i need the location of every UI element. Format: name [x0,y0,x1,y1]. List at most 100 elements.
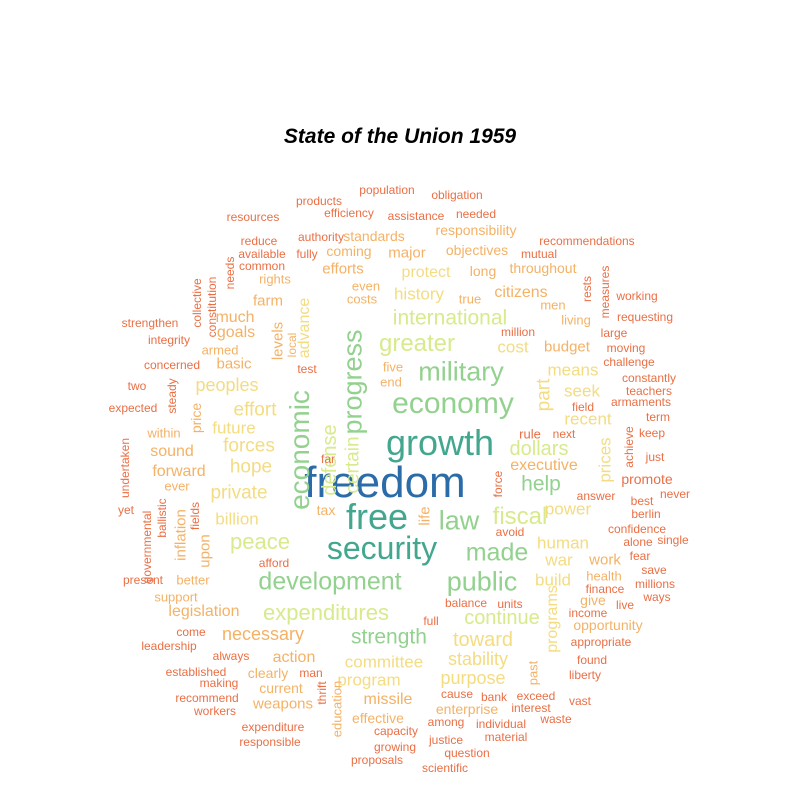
word-far: far [320,452,336,466]
word-history: history [393,284,445,304]
word-freedom: freedom [304,458,466,507]
word-needed: needed [455,207,497,221]
word-making: making [199,676,239,690]
word-fear: fear [629,549,651,563]
word-rule: rule [519,426,541,442]
word-throughout: throughout [509,260,577,276]
word-present: present [122,573,164,587]
word-forward: forward [152,463,206,480]
word-war: war [545,550,573,570]
word-collective: collective [190,278,204,328]
word-work: work [589,551,621,569]
word-undertaken: undertaken [118,437,132,499]
word-ways: ways [643,590,671,604]
word-levels: levels [269,321,287,361]
word-cause: cause [440,687,474,701]
word-military: military [418,356,504,387]
word-requesting: requesting [616,310,674,324]
word-obligation: obligation [431,188,483,202]
word-keep: keep [638,426,666,440]
word-peoples: peoples [195,375,259,395]
word-current: current [259,680,303,696]
word-fiscal: fiscal [492,503,548,530]
word-teachers: teachers [625,384,673,398]
word-sound: sound [150,443,194,460]
word-private: private [210,482,268,504]
word-action: action [272,649,316,666]
word-fields: fields [188,501,202,531]
word-part: part [533,378,555,412]
word-help: help [521,472,561,496]
word-responsibility: responsibility [435,222,517,238]
word-never: never [659,487,691,501]
word-leadership: leadership [141,639,197,653]
word-budget: budget [544,338,590,356]
word-ever: ever [164,478,190,494]
word-health: health [586,568,622,584]
word-field: field [571,400,595,414]
word-promote: promote [621,471,673,487]
word-farm: farm [253,292,283,310]
word-moving: moving [606,341,646,355]
word-growing: growing [373,740,417,754]
word-effort: effort [233,399,277,421]
word-capacity: capacity [373,724,419,738]
word-true: true [458,291,482,307]
word-human: human [537,533,589,553]
word-yet: yet [117,503,135,517]
word-steady: steady [165,378,179,414]
word-purpose: purpose [440,668,506,688]
word-strengthen: strengthen [121,316,179,330]
word-hope: hope [229,456,273,478]
word-inflation: inflation [172,509,190,561]
word-assistance: assistance [387,209,445,223]
word-upon: upon [196,534,214,568]
word-armaments: armaments [610,395,672,409]
word-free: free [345,496,409,537]
word-billion: billion [215,509,259,529]
word-armed: armed [201,342,239,358]
word-expected: expected [108,401,158,415]
word-life: life [416,506,434,526]
word-education: education [329,680,345,738]
word-much: much [215,309,255,326]
word-standards: standards [343,228,405,244]
word-alone: alone [623,535,653,549]
word-executive: executive [510,457,578,474]
word-prices: prices [595,437,615,483]
word-made: made [465,538,529,567]
word-million: million [500,325,536,339]
word-thrift: thrift [315,681,329,705]
word-berlin: berlin [631,507,661,521]
word-authority: authority [297,230,345,244]
word-live: live [615,598,635,612]
word-coming: coming [326,243,372,259]
word-concerned: concerned [143,358,201,372]
word-international: international [392,306,508,330]
word-men: men [540,297,566,313]
word-future: future [212,418,256,438]
word-efficiency: efficiency [324,206,374,220]
word-tax: tax [316,502,336,518]
word-avoid: avoid [495,525,525,539]
word-committee: committee [344,652,424,672]
word-legislation: legislation [168,603,240,620]
word-established: established [165,665,227,679]
word-give: give [580,592,606,608]
word-necessary: necessary [221,624,305,644]
word-two: two [127,379,147,393]
word-recommend: recommend [175,691,239,705]
word-toward: toward [452,629,514,651]
word-resources: resources [226,210,280,224]
word-strength: strength [351,625,427,649]
word-products: products [295,194,343,208]
word-certain: certain [342,436,364,494]
word-expenditure: expenditure [241,720,305,734]
word-weapons: weapons [252,695,314,713]
word-material: material [484,730,528,744]
word-power: power [544,499,592,519]
word-seek: seek [564,381,600,401]
word-single: single [657,533,689,547]
word-constitution: constitution [205,276,219,338]
word-bank: bank [480,690,508,704]
